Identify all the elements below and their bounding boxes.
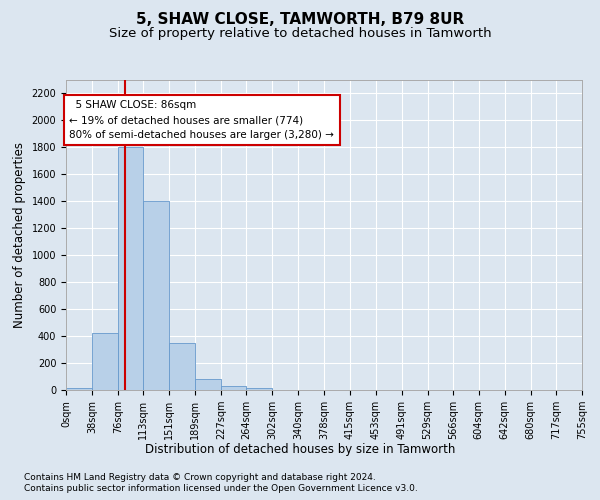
Bar <box>92 334 118 390</box>
Bar <box>169 343 195 390</box>
Text: Contains public sector information licensed under the Open Government Licence v3: Contains public sector information licen… <box>24 484 418 493</box>
Text: 5 SHAW CLOSE: 86sqm
← 19% of detached houses are smaller (774)
80% of semi-detac: 5 SHAW CLOSE: 86sqm ← 19% of detached ho… <box>70 100 334 140</box>
Bar <box>66 388 92 390</box>
Text: Distribution of detached houses by size in Tamworth: Distribution of detached houses by size … <box>145 442 455 456</box>
Bar <box>118 148 143 390</box>
Text: Size of property relative to detached houses in Tamworth: Size of property relative to detached ho… <box>109 28 491 40</box>
Text: Contains HM Land Registry data © Crown copyright and database right 2024.: Contains HM Land Registry data © Crown c… <box>24 472 376 482</box>
Text: 5, SHAW CLOSE, TAMWORTH, B79 8UR: 5, SHAW CLOSE, TAMWORTH, B79 8UR <box>136 12 464 28</box>
Bar <box>195 379 221 390</box>
Bar <box>221 386 247 390</box>
Bar <box>247 388 272 390</box>
Y-axis label: Number of detached properties: Number of detached properties <box>13 142 26 328</box>
Bar <box>143 202 169 390</box>
